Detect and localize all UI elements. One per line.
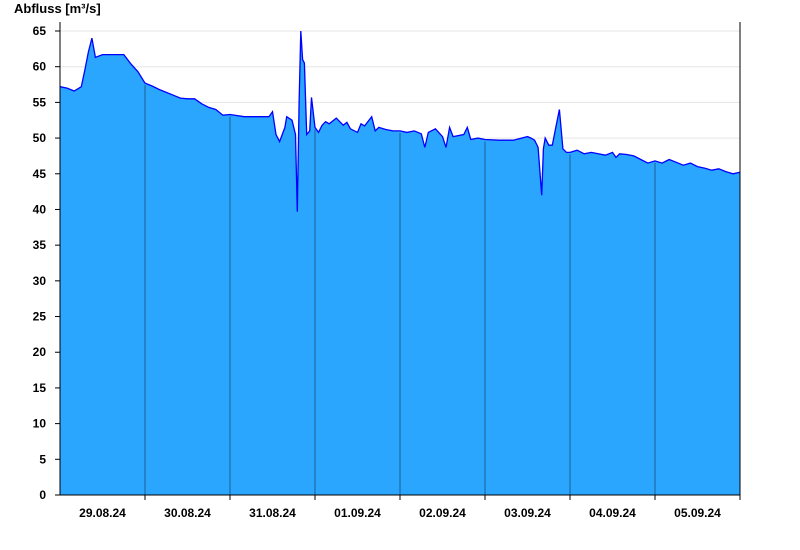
y-tick-label: 65 bbox=[33, 24, 47, 38]
y-tick-label: 35 bbox=[33, 238, 47, 252]
x-tick-label: 02.09.24 bbox=[419, 506, 466, 520]
y-tick-label: 25 bbox=[33, 310, 47, 324]
y-tick-label: 45 bbox=[33, 167, 47, 181]
axes bbox=[55, 22, 741, 500]
y-tick-label: 50 bbox=[33, 131, 47, 145]
x-tick-label: 30.08.24 bbox=[164, 506, 211, 520]
y-tick-label: 5 bbox=[39, 452, 46, 466]
y-tick-label: 40 bbox=[33, 202, 47, 216]
y-tick-label: 20 bbox=[33, 345, 47, 359]
y-tick-label: 10 bbox=[33, 417, 47, 431]
y-tick-labels: 0 5 10 15 20 25 30 35 40 45 50 55 60 65 bbox=[33, 24, 47, 502]
y-tick-label: 55 bbox=[33, 95, 47, 109]
x-tick-labels: 29.08.24 30.08.24 31.08.24 01.09.24 02.09.24… bbox=[79, 506, 721, 520]
x-tick-label: 05.09.24 bbox=[674, 506, 721, 520]
x-tick-label: 03.09.24 bbox=[504, 506, 551, 520]
x-tick-label: 31.08.24 bbox=[249, 506, 296, 520]
y-tick-label: 0 bbox=[39, 488, 46, 502]
discharge-line bbox=[59, 30, 741, 212]
x-tick-label: 29.08.24 bbox=[79, 506, 126, 520]
y-tick-label: 60 bbox=[33, 60, 47, 74]
y-tick-label: 15 bbox=[33, 381, 47, 395]
day-separators bbox=[144, 85, 656, 495]
y-tick-label: 30 bbox=[33, 274, 47, 288]
x-tick-label: 04.09.24 bbox=[589, 506, 636, 520]
y-axis-title: Abfluss [m³/s] bbox=[14, 1, 101, 16]
x-tick-label: 01.09.24 bbox=[334, 506, 381, 520]
